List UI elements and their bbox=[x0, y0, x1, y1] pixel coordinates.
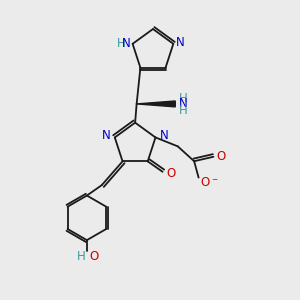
Text: H: H bbox=[179, 92, 188, 105]
Text: N: N bbox=[122, 37, 130, 50]
Text: O: O bbox=[216, 150, 226, 163]
Polygon shape bbox=[136, 101, 175, 107]
Text: O: O bbox=[89, 250, 98, 263]
Text: N: N bbox=[179, 98, 188, 110]
Text: H: H bbox=[117, 37, 126, 50]
Text: ⁻: ⁻ bbox=[211, 176, 217, 189]
Text: O: O bbox=[166, 167, 176, 180]
Text: N: N bbox=[176, 36, 184, 49]
Text: H: H bbox=[77, 250, 85, 263]
Text: H: H bbox=[179, 104, 188, 117]
Text: O: O bbox=[200, 176, 209, 189]
Text: N: N bbox=[160, 130, 169, 142]
Text: N: N bbox=[102, 130, 110, 142]
